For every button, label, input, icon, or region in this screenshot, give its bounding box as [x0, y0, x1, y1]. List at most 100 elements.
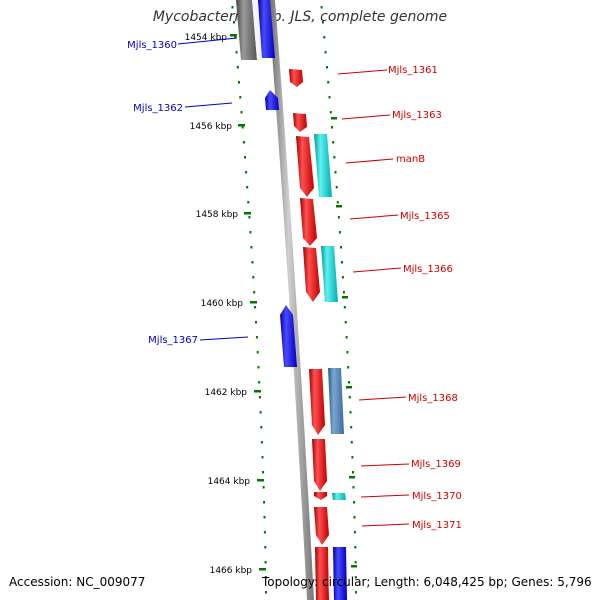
track-dot: [231, 6, 234, 9]
track-dot: [349, 411, 352, 414]
label-Mjls_1369[interactable]: Mjls_1369: [360, 459, 461, 470]
label-Mjls_1367[interactable]: Mjls_1367: [148, 335, 249, 346]
track-dot: [263, 516, 266, 519]
track-dot: [252, 276, 255, 279]
svg-text:1464 kbp: 1464 kbp: [208, 477, 251, 487]
svg-text:Mjls_1371: Mjls_1371: [412, 520, 462, 531]
gene-Mjls_1368[interactable]: [309, 369, 325, 435]
gene-Mjls_1365[interactable]: [300, 198, 317, 246]
track-dot: [333, 156, 336, 159]
inner-dot-track: [231, 6, 267, 594]
track-dot: [355, 591, 357, 594]
track-dot: [263, 501, 266, 504]
cog-Mjls_1368: [328, 368, 344, 434]
gene-Mjls_1361[interactable]: [289, 69, 303, 87]
track-dot: [338, 231, 341, 234]
track-dot: [345, 336, 348, 339]
svg-text:Mjls_1367: Mjls_1367: [148, 335, 198, 346]
track-dot: [251, 261, 254, 264]
cog-manB: [314, 134, 332, 197]
gene-Mjls_1367[interactable]: [280, 305, 297, 367]
track-dot: [260, 426, 263, 429]
svg-text:Mjls_1370: Mjls_1370: [412, 491, 462, 502]
track-dot: [353, 531, 356, 534]
track-dot: [264, 561, 267, 564]
track-dot: [332, 141, 335, 144]
track-dot: [258, 396, 261, 399]
accession-text: Accession: NC_009077: [9, 575, 146, 589]
track-dot: [351, 456, 354, 459]
track-dot: [347, 366, 350, 369]
svg-text:Mjls_1360: Mjls_1360: [127, 40, 177, 51]
track-dot: [253, 291, 256, 294]
svg-text:1466 kbp: 1466 kbp: [210, 566, 253, 576]
gene-Mjls_1366[interactable]: [303, 247, 320, 302]
track-dot: [337, 216, 340, 219]
cog-Mjls_1370: [332, 493, 346, 500]
track-dot: [238, 81, 240, 84]
tick-1462: 1462 kbp: [205, 388, 261, 398]
track-dot: [350, 426, 353, 429]
track-dot: [335, 186, 338, 189]
track-dot: [239, 96, 242, 99]
track-dot: [260, 441, 263, 444]
gene-block-grey-top: [236, 0, 257, 60]
label-Mjls_1365[interactable]: Mjls_1365: [349, 211, 450, 222]
track-dot: [250, 246, 253, 249]
svg-text:1458 kbp: 1458 kbp: [196, 210, 239, 220]
gene-Mjls_1369[interactable]: [312, 439, 327, 491]
gene-Mjls_1363[interactable]: [293, 113, 307, 132]
tick-1460: 1460 kbp: [201, 299, 257, 309]
track-dot: [331, 126, 333, 129]
track-dot: [326, 66, 328, 69]
track-dot: [354, 546, 357, 549]
gene-Mjls_1371[interactable]: [314, 507, 329, 545]
track-dot: [348, 381, 350, 384]
track-dot: [264, 546, 267, 549]
track-dot: [340, 246, 342, 249]
cog-Mjls_1366: [321, 246, 338, 302]
gene-block-red-bottom: [315, 547, 329, 600]
tick-1454: 1454 kbp: [185, 33, 237, 43]
gene-manB[interactable]: [296, 136, 314, 197]
track-dot: [261, 456, 264, 459]
track-dot: [254, 306, 257, 309]
gene-Mjls_1360[interactable]: [258, 0, 275, 58]
svg-text:1456 kbp: 1456 kbp: [190, 122, 233, 132]
track-dot: [343, 306, 346, 309]
track-dot: [262, 486, 265, 489]
svg-text:manB: manB: [396, 154, 425, 165]
track-dot: [327, 81, 330, 84]
track-dot: [249, 231, 252, 234]
label-Mjls_1363[interactable]: Mjls_1363: [341, 110, 442, 121]
track-dot: [255, 321, 257, 324]
label-Mjls_1371[interactable]: Mjls_1371: [361, 520, 462, 531]
label-Mjls_1360[interactable]: Mjls_1360: [127, 37, 238, 51]
track-dot: [248, 216, 251, 219]
gene-block-white-top: [252, 0, 262, 60]
label-Mjls_1362[interactable]: Mjls_1362: [133, 102, 233, 114]
track-dot: [246, 186, 249, 189]
track-dot: [265, 591, 267, 594]
track-dot: [329, 111, 332, 114]
gene-block-blue-bottom: [333, 547, 347, 600]
label-Mjls_1368[interactable]: Mjls_1368: [358, 393, 458, 404]
track-dot: [350, 441, 353, 444]
track-dot: [244, 156, 246, 159]
label-Mjls_1361[interactable]: Mjls_1361: [337, 65, 438, 76]
tick-1464: 1464 kbp: [208, 477, 264, 487]
track-dot: [240, 111, 243, 114]
gene-Mjls_1370[interactable]: [314, 492, 327, 500]
label-Mjls_1370[interactable]: Mjls_1370: [360, 491, 462, 502]
track-dot: [354, 561, 357, 564]
label-Mjls_1366[interactable]: Mjls_1366: [352, 264, 453, 275]
track-dot: [344, 321, 347, 324]
track-dot: [352, 486, 355, 489]
track-dot: [259, 411, 262, 414]
track-dot: [255, 336, 258, 339]
gene-Mjls_1362[interactable]: [265, 90, 279, 110]
label-manB[interactable]: manB: [345, 154, 425, 165]
outer-dot-track: [320, 6, 357, 594]
svg-text:1460 kbp: 1460 kbp: [201, 299, 244, 309]
svg-text:Mjls_1366: Mjls_1366: [403, 264, 453, 275]
